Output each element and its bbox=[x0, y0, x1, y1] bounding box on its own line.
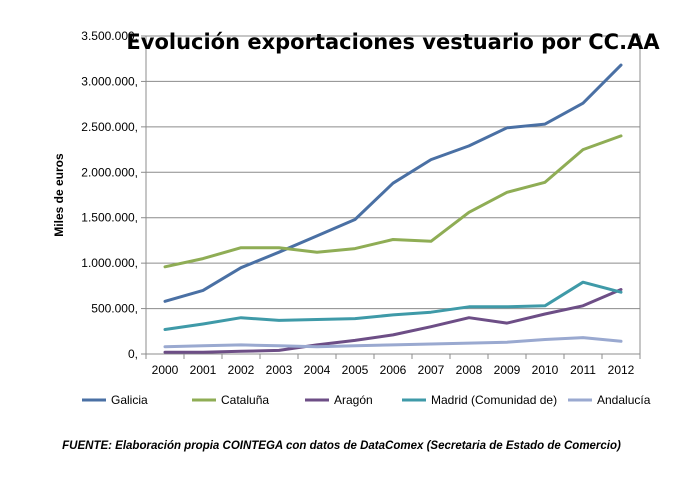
x-tick-label: 2010 bbox=[532, 363, 559, 377]
x-tick-label: 2001 bbox=[190, 363, 217, 377]
x-tick-label: 2002 bbox=[228, 363, 255, 377]
series-line-madrid-comunidad-de bbox=[163, 280, 623, 331]
x-tick-label: 2012 bbox=[608, 363, 635, 377]
series-line-galicia bbox=[163, 63, 623, 303]
x-tick-label: 2005 bbox=[342, 363, 369, 377]
legend-label-arag-n: Aragón bbox=[334, 393, 373, 407]
source-note: FUENTE: Elaboración propia COINTEGA con … bbox=[62, 440, 621, 452]
x-tick-label: 2007 bbox=[418, 363, 445, 377]
x-tick-label: 2011 bbox=[570, 363, 596, 377]
x-tick-label: 2008 bbox=[456, 363, 483, 377]
y-tick-label: 500.000, bbox=[91, 302, 138, 316]
legend: Galicia Cataluña Aragón Madrid (Comunidad d… bbox=[82, 393, 651, 407]
x-tick-label: 2004 bbox=[304, 363, 331, 377]
y-tick-label: 3.000.000, bbox=[81, 74, 138, 88]
legend-label-andaluc-a: Andalucía bbox=[597, 393, 651, 407]
y-tick-label: 3.500.000, bbox=[81, 29, 138, 43]
legend-label-madrid-comunidad-de: Madrid (Comunidad de) bbox=[431, 393, 557, 407]
x-tick-label: 2003 bbox=[266, 363, 293, 377]
y-axis-label: Miles de euros bbox=[52, 153, 66, 237]
x-tick-label: 2009 bbox=[494, 363, 521, 377]
x-tick-label: 2000 bbox=[152, 363, 179, 377]
line-chart: 0, 500.000, 1.000.000, 1.500.000, 2.000.000,… bbox=[52, 29, 660, 407]
plot-area-frame bbox=[145, 35, 641, 355]
y-axis-ticks: 0, 500.000, 1.000.000, 1.500.000, 2.000.000,… bbox=[81, 29, 146, 361]
grid-layer bbox=[146, 80, 640, 310]
x-axis-ticks: 2000 2001 2002 2003 2004 2005 2006 2007 2008 2009… bbox=[145, 354, 641, 377]
y-tick-label: 0, bbox=[128, 347, 138, 361]
series-line-andaluc-a bbox=[163, 336, 623, 349]
series-line-catalu-a bbox=[163, 134, 623, 269]
y-tick-label: 1.000.000, bbox=[81, 256, 138, 270]
series-layer bbox=[163, 63, 623, 354]
y-tick-label: 2.000.000, bbox=[81, 165, 138, 179]
chart-title: Evolución exportaciones vestuario por CC… bbox=[126, 30, 660, 54]
x-tick-label: 2006 bbox=[380, 363, 407, 377]
series-line-arag-n bbox=[163, 288, 623, 354]
legend-label-galicia: Galicia bbox=[111, 393, 148, 407]
legend-label-catalu-a: Cataluña bbox=[221, 393, 269, 407]
y-tick-label: 1.500.000, bbox=[81, 211, 138, 225]
y-tick-label: 2.500.000, bbox=[81, 120, 138, 134]
